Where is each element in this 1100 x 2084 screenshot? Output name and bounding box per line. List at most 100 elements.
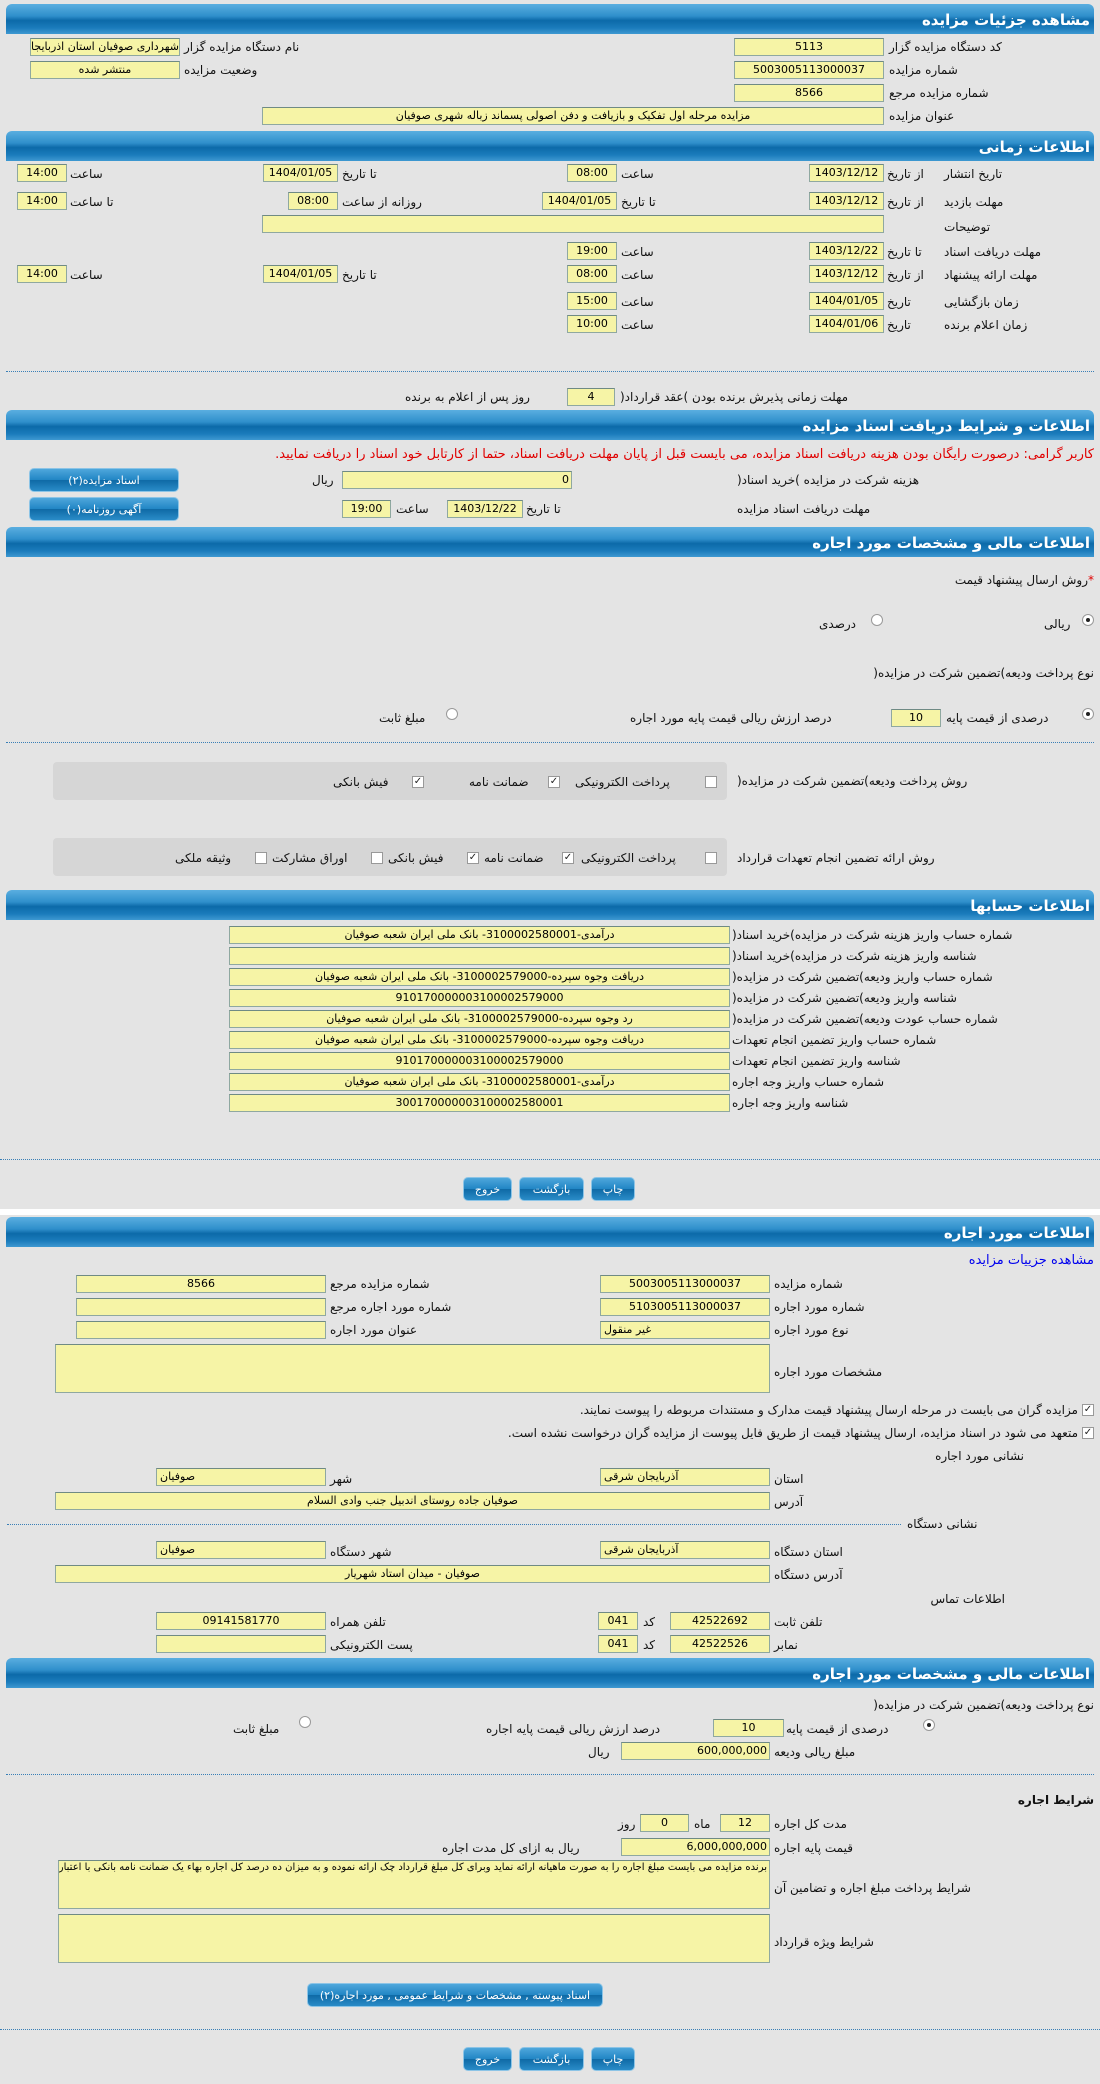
account-value: دریافت وجوه سپرده-3100002579000- بانک مل…: [229, 968, 730, 986]
section-header-time-info: اطلاعات زمانی: [6, 131, 1094, 161]
lease-ref-label: شماره مورد اجاره مرجع: [330, 1300, 452, 1314]
divider: [6, 371, 1094, 372]
docs-to-date: 1403/12/22: [809, 242, 884, 260]
checkbox-no-attachment-required[interactable]: ✓: [1082, 1427, 1094, 1439]
month-unit: ماه: [694, 1817, 711, 1831]
from-date-label: از تاریخ: [887, 268, 924, 282]
auction-docs-button[interactable]: اسناد مزایده(۲): [29, 468, 179, 492]
radio-riali[interactable]: [1082, 614, 1094, 626]
percent-option-label: درصدی از قیمت پایه: [786, 1722, 889, 1736]
account-value: دریافت وجوه سپرده-3100002579000- بانک مل…: [229, 1031, 730, 1049]
auction-details-link[interactable]: مشاهده جزییات مزایده: [968, 1253, 1094, 1268]
account-value: [229, 947, 730, 965]
deposit-method-box: [53, 762, 727, 800]
lease-number-label: شماره مورد اجاره: [774, 1300, 865, 1314]
contact-title: اطلاعات تماس: [930, 1592, 1005, 1606]
print-button[interactable]: چاپ: [591, 1177, 635, 1201]
exit-button[interactable]: خروج: [463, 1177, 512, 1201]
newspaper-ads-button[interactable]: آگهی روزنامه(۰): [29, 497, 179, 521]
reference-number-field: 8566: [734, 84, 884, 102]
lease-specs-textarea[interactable]: [55, 1344, 770, 1393]
visit-label: مهلت بازدید: [944, 195, 1004, 209]
section-header-financial: اطلاعات مالی و مشخصات مورد اجاره: [6, 527, 1094, 557]
mobile-field: 09141581770: [156, 1612, 326, 1630]
guarantee-letter-label: ضمانت نامه: [469, 775, 529, 789]
hour-label: ساعت: [621, 268, 654, 282]
riali-label: ریالی: [1044, 617, 1071, 631]
lease-number: 5103005113000037: [600, 1298, 770, 1316]
deposit-amount-label: مبلغ ریالی ودیعه: [774, 1745, 856, 1759]
deposit-type-label: نوع پرداخت ودیعه)تضمین شرکت در مزایده(: [873, 666, 1094, 680]
publish-to-date: 1404/01/05: [263, 164, 338, 182]
auction-number-label: شماره مزایده: [889, 63, 958, 77]
email-field: [156, 1635, 326, 1653]
checkbox-guarantee-letter[interactable]: ✓: [548, 776, 560, 788]
account-label: شناسه واریز ودیعه)تضمین شرکت در مزایده(: [732, 991, 957, 1005]
auction-number-field: 5003005113000037: [734, 61, 884, 79]
checkbox-property-collateral[interactable]: [255, 852, 267, 864]
section-header-auction-details: مشاهده جزئیات مزایده: [6, 4, 1094, 34]
docs-time: 19:00: [567, 242, 617, 260]
to-date-label: تا تاریخ: [526, 502, 561, 516]
auction-title-label: عنوان مزایده: [889, 109, 955, 123]
offer-from-time: 08:00: [567, 265, 617, 283]
fee-label: هزینه شرکت در مزایده )خرید اسناد(: [737, 473, 920, 487]
rial-label: ریال: [312, 473, 334, 487]
electronic-label: پرداخت الکترونیکی: [581, 851, 676, 865]
section-header-accounts: اطلاعات حسابها: [6, 890, 1094, 920]
org-code-field: 5113: [734, 38, 884, 56]
docs-deadline-label: مهلت دریافت اسناد مزایده: [737, 502, 871, 516]
status-label: وضعیت مزایده: [184, 63, 258, 77]
base-price-suffix: ریال به ازای کل مدت اجاره: [442, 1841, 580, 1855]
checkbox-bonds[interactable]: [371, 852, 383, 864]
radio-fixed[interactable]: [446, 708, 458, 720]
mobile-label: تلفن همراه: [330, 1615, 386, 1629]
base-price-field: 6,000,000,000: [621, 1838, 770, 1856]
special-terms-label: شرایط ویژه قرارداد: [774, 1935, 874, 1949]
lease-type-field: غیر منقول: [600, 1321, 770, 1339]
percent-suffix: درصد ارزش ریالی قیمت پایه مورد اجاره: [630, 711, 832, 725]
to-hour-label: تا ساعت: [70, 195, 114, 209]
checkbox-electronic[interactable]: [705, 776, 717, 788]
org-city-field: صوفیان: [156, 1541, 326, 1559]
electronic-label: پرداخت الکترونیکی: [575, 775, 670, 789]
back-button[interactable]: بازگشت: [519, 1177, 584, 1201]
city-field: صوفیان: [156, 1468, 326, 1486]
org-code-label: کد دستگاه مزایده گزار: [889, 40, 1002, 54]
bonds-label: اوراق مشارکت: [272, 851, 348, 865]
payment-terms-textarea[interactable]: برنده مزایده می بایست مبلغ اجاره را به ص…: [58, 1860, 770, 1909]
back-button[interactable]: بازگشت: [519, 2047, 584, 2071]
attachments-button[interactable]: اسناد پیوسته , مشخصات و شرایط عمومی , مو…: [307, 1983, 603, 2007]
account-value: درآمدی-3100002580001- بانک ملی ایران شعب…: [229, 1073, 730, 1091]
divider: [0, 2029, 1100, 2030]
fax-code-field: 041: [598, 1635, 638, 1653]
offer-to-date: 1404/01/05: [263, 265, 338, 283]
visit-daily-to: 14:00: [17, 192, 67, 210]
checkbox-attach-documents[interactable]: ✓: [1082, 1404, 1094, 1416]
winner-time: 10:00: [567, 315, 617, 333]
divider: [7, 1524, 901, 1525]
publish-from-time: 08:00: [567, 164, 617, 182]
publish-to-time: 14:00: [17, 164, 67, 182]
offer-deadline-label: مهلت ارائه پیشنهاد: [944, 268, 1038, 282]
divider: [6, 742, 1094, 743]
org-province-field: آذربایجان شرقی: [600, 1541, 770, 1559]
deposit-amount-field: 600,000,000: [621, 1742, 770, 1760]
print-button[interactable]: چاپ: [591, 2047, 635, 2071]
radio-percent[interactable]: [1082, 708, 1094, 720]
fee-field: 0: [342, 471, 572, 489]
exit-button[interactable]: خروج: [463, 2047, 512, 2071]
radio-fixed[interactable]: [299, 1716, 311, 1728]
no-attachment-text: متعهد می شود در اسناد مزایده، ارسال پیشن…: [507, 1426, 1078, 1440]
radio-darsadi[interactable]: [871, 614, 883, 626]
radio-percent[interactable]: [923, 1719, 935, 1731]
checkbox-guarantee-letter[interactable]: ✓: [562, 852, 574, 864]
checkbox-bank-receipt[interactable]: ✓: [412, 776, 424, 788]
duration-label: مدت کل اجاره: [774, 1817, 847, 1831]
special-terms-textarea[interactable]: [58, 1914, 770, 1963]
checkbox-bank-receipt[interactable]: ✓: [467, 852, 479, 864]
hour-label: ساعت: [621, 295, 654, 309]
status-field: منتشر شده: [30, 61, 180, 79]
percent-field: 10: [891, 709, 941, 727]
checkbox-electronic[interactable]: [705, 852, 717, 864]
